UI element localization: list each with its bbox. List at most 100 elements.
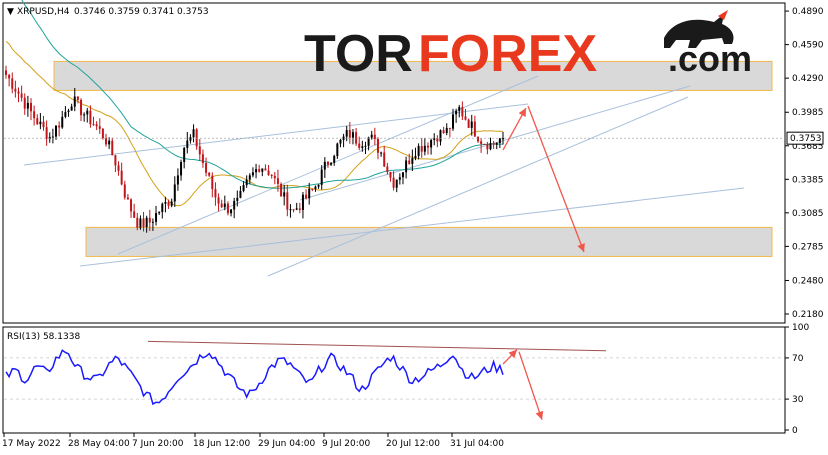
candle-body — [173, 184, 176, 202]
candle — [445, 123, 448, 136]
candle — [114, 154, 117, 173]
candle — [17, 87, 20, 103]
candle — [105, 133, 108, 147]
candle-body — [17, 91, 20, 94]
candle-body — [117, 165, 120, 171]
rsi-tick-label: 30 — [792, 395, 804, 405]
candle-body — [414, 155, 417, 159]
candle-body — [389, 171, 392, 178]
candle-body — [176, 175, 179, 185]
candle — [433, 133, 436, 146]
symbol-label: XRPUSD,H4 — [17, 7, 70, 17]
candle-body — [111, 140, 114, 156]
candle — [33, 105, 36, 126]
candle — [376, 137, 379, 160]
candle — [167, 199, 170, 209]
candle-body — [498, 138, 501, 143]
candle-body — [245, 179, 248, 186]
candle-body — [98, 126, 101, 129]
candle — [183, 146, 186, 169]
candle — [164, 196, 167, 213]
candle — [92, 116, 95, 126]
candle — [417, 143, 420, 160]
candle-body — [39, 121, 42, 125]
candle — [117, 161, 120, 176]
candle — [480, 138, 483, 153]
candle-body — [220, 203, 223, 208]
candle-body — [14, 88, 17, 92]
time-tick-label: 28 May 04:00 — [68, 439, 130, 449]
candle — [136, 212, 139, 231]
candle — [458, 104, 461, 118]
candle — [36, 114, 39, 125]
candle-body — [170, 201, 173, 206]
candle — [414, 147, 417, 161]
candle-body — [139, 218, 142, 228]
candle-body — [286, 192, 289, 210]
price-tick-label: 0.2480 — [792, 276, 824, 286]
candle-body — [23, 97, 26, 109]
rsi-trend-line — [147, 340, 607, 352]
time-tick-label: 31 Jul 04:00 — [450, 439, 504, 449]
candle-body — [267, 170, 270, 175]
candle — [151, 218, 154, 231]
candle-body — [264, 168, 267, 171]
candle-body — [48, 136, 51, 139]
rsi-panel — [2, 326, 786, 434]
candle-body — [336, 143, 339, 157]
time-axis: 17 May 2022 28 May 04:00 7 Jun 20:00 18 Jun… — [2, 433, 504, 449]
candle-body — [205, 163, 208, 173]
candle — [476, 136, 479, 143]
candle-body — [476, 136, 479, 142]
candle — [308, 182, 311, 205]
candle-body — [26, 102, 29, 109]
candle-body — [226, 203, 229, 214]
candle-body — [5, 70, 7, 75]
candle-body — [95, 124, 98, 127]
candle-body — [51, 136, 54, 138]
candle — [205, 157, 208, 177]
torforex-logo: TOR FOREX .com — [304, 10, 752, 83]
candle — [439, 129, 442, 146]
forecast-arrow — [518, 351, 544, 420]
candle — [76, 96, 79, 104]
candle — [320, 165, 323, 190]
candle-body — [345, 129, 348, 137]
candle-body — [426, 145, 429, 148]
candle — [226, 201, 229, 216]
candle — [133, 203, 136, 218]
candle — [273, 171, 276, 185]
candle-body — [120, 170, 123, 185]
candle-body — [133, 211, 136, 218]
candle-body — [273, 175, 276, 179]
candle-body — [11, 78, 14, 89]
support-resistance-zones — [53, 60, 773, 257]
candle-body — [467, 119, 470, 128]
candle-body — [261, 168, 264, 172]
candle-body — [251, 172, 254, 176]
candle-body — [58, 125, 61, 128]
candle — [364, 141, 367, 155]
candle — [348, 122, 351, 144]
candle — [289, 204, 292, 218]
candle — [11, 72, 14, 94]
candle — [39, 113, 42, 130]
candle-body — [36, 118, 39, 125]
candle-body — [164, 202, 167, 204]
candle — [305, 189, 308, 200]
candle — [411, 149, 414, 172]
forecast-arrows — [502, 105, 585, 253]
candle — [286, 184, 289, 217]
candle-body — [248, 175, 251, 180]
candle — [189, 134, 192, 144]
candle-body — [342, 136, 345, 140]
candle — [30, 98, 33, 121]
candle — [233, 197, 236, 219]
candle-body — [130, 199, 133, 212]
candle-body — [20, 93, 23, 98]
candle — [489, 137, 492, 151]
candle-body — [395, 179, 398, 188]
candle-body — [470, 121, 473, 128]
candle-body — [64, 112, 67, 117]
arrow-shaft — [518, 351, 543, 420]
